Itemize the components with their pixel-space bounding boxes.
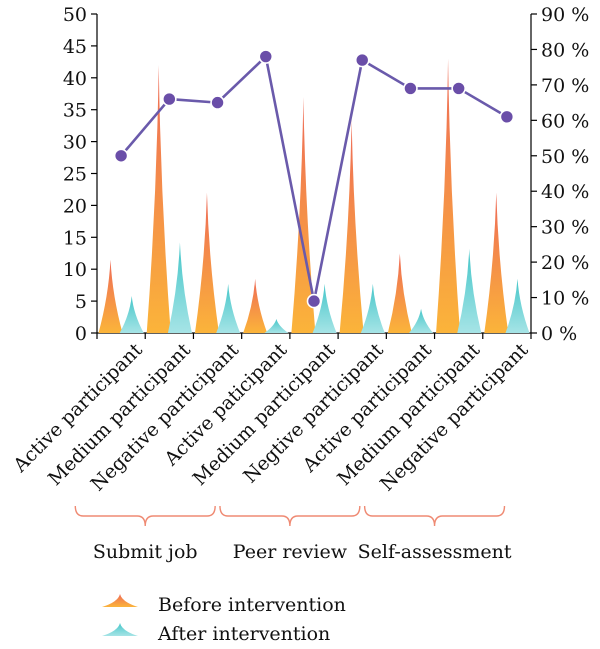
right-tick-label: 30 % [541,217,589,239]
left-tick-label: 35 [63,100,87,122]
bar-after-intervention [409,308,434,333]
legend: Before intervention After intervention [102,594,346,645]
bar-after-intervention [264,318,289,333]
group-label: Submit job [93,541,198,563]
legend-label-before: Before intervention [158,594,346,616]
group-labels: Submit job Peer review Self-assessment [74,505,512,563]
bar-after-intervention [119,295,144,333]
left-tick-label: 5 [75,291,87,313]
line-point [499,109,515,125]
bars [98,58,530,334]
bar-after-intervention [167,242,192,333]
right-tick-label: 60 % [541,110,589,132]
left-tick-label: 40 [63,68,87,90]
group-label: Peer review [233,541,348,563]
bar-before-intervention [146,65,171,333]
line-point [354,52,370,68]
bar-before-intervention [436,58,461,333]
right-tick-label: 20 % [541,252,589,274]
left-tick-label: 0 [75,323,87,345]
bar-after-intervention [457,248,482,333]
bar-before-intervention [484,192,509,333]
line-point [451,81,466,96]
group-bracket [219,505,361,527]
bar-after-intervention [312,283,337,333]
left-tick-label: 10 [63,259,87,281]
left-tick-label: 30 [63,132,87,154]
percentage-line [113,49,515,309]
line-point [306,293,322,309]
left-tick-label: 50 [63,4,87,26]
bar-after-intervention [360,283,385,333]
left-tick-label: 20 [63,195,87,217]
right-tick-label: 40 % [541,181,589,203]
legend-swatch-before [102,594,138,607]
line-point [403,81,418,96]
legend-swatch-after [102,623,138,636]
legend-label-after: After intervention [157,623,330,645]
bar-before-intervention [98,259,123,333]
bar-before-intervention [243,278,268,333]
right-tick-label: 0 % [541,323,577,345]
right-tick-label: 10 % [541,288,589,310]
group-label: Self-assessment [358,541,512,563]
line-point [113,148,129,164]
bar-before-intervention [339,119,364,334]
right-tick-label: 50 % [541,146,589,168]
group-bracket [74,505,216,527]
left-tick-label: 25 [63,164,87,186]
bar-before-intervention [194,192,219,333]
bar-after-intervention [216,283,241,333]
line-point [258,49,274,64]
left-tick-label: 15 [63,227,87,249]
line-point [162,91,177,107]
axes: 0 5 10 15 20 25 30 35 40 45 50 0 % 10 % 20 % 30 % 40 % 5… [63,4,589,345]
group-bracket [363,505,506,527]
left-tick-label: 45 [63,36,87,58]
bar-before-intervention [387,253,412,333]
line-point [210,95,225,110]
right-tick-label: 90 % [541,4,589,26]
right-tick-label: 80 % [541,39,589,61]
bar-after-intervention [505,278,530,333]
right-tick-label: 70 % [541,75,589,97]
